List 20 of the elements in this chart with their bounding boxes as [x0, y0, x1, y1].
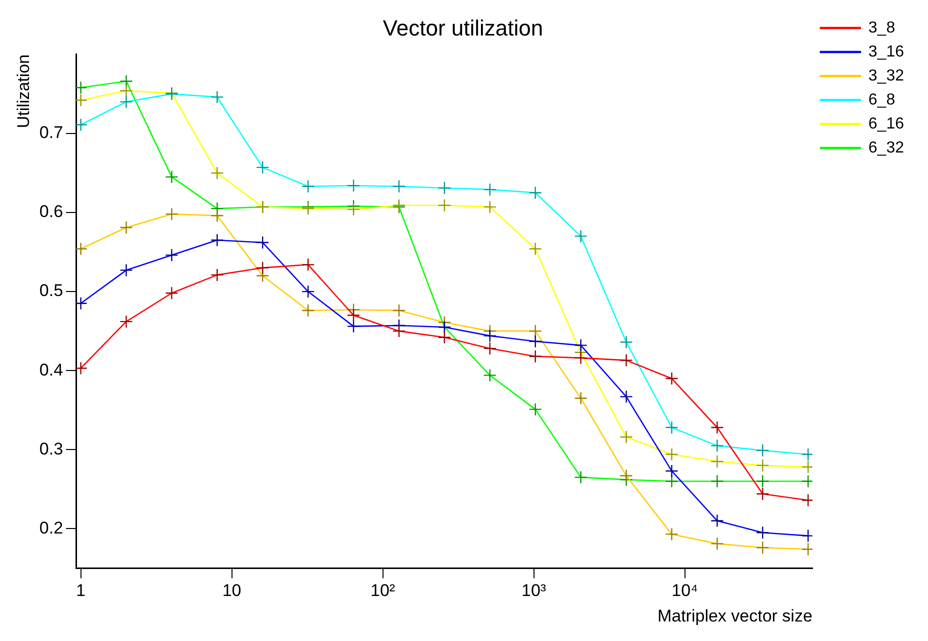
- legend-label: 3_16: [868, 43, 904, 60]
- chart-title: Vector utilization: [382, 15, 544, 40]
- y-axis-title: Utilization: [14, 54, 33, 128]
- x-axis-title: Matriplex vector size: [657, 606, 812, 626]
- x-tick-label: 10⁴: [672, 581, 698, 600]
- legend-label: 6_8: [868, 91, 896, 108]
- y-tick-label: 0.3: [39, 439, 64, 458]
- x-tick-label: 10: [222, 581, 242, 600]
- legend-label: 6_32: [868, 139, 904, 156]
- x-tick-label: 10³: [522, 581, 546, 600]
- y-tick-label: 0.5: [39, 281, 64, 300]
- legend-label: 6_16: [868, 115, 904, 132]
- legend-label: 3_32: [868, 67, 904, 84]
- legend-label: 3_8: [868, 19, 896, 36]
- y-tick-label: 0.4: [39, 360, 64, 380]
- x-tick-label: 1: [76, 581, 86, 600]
- y-tick-label: 0.6: [39, 202, 64, 222]
- y-tick-label: 0.2: [39, 518, 64, 538]
- x-tick-label: 10²: [370, 581, 396, 600]
- y-tick-label: 0.7: [39, 123, 64, 142]
